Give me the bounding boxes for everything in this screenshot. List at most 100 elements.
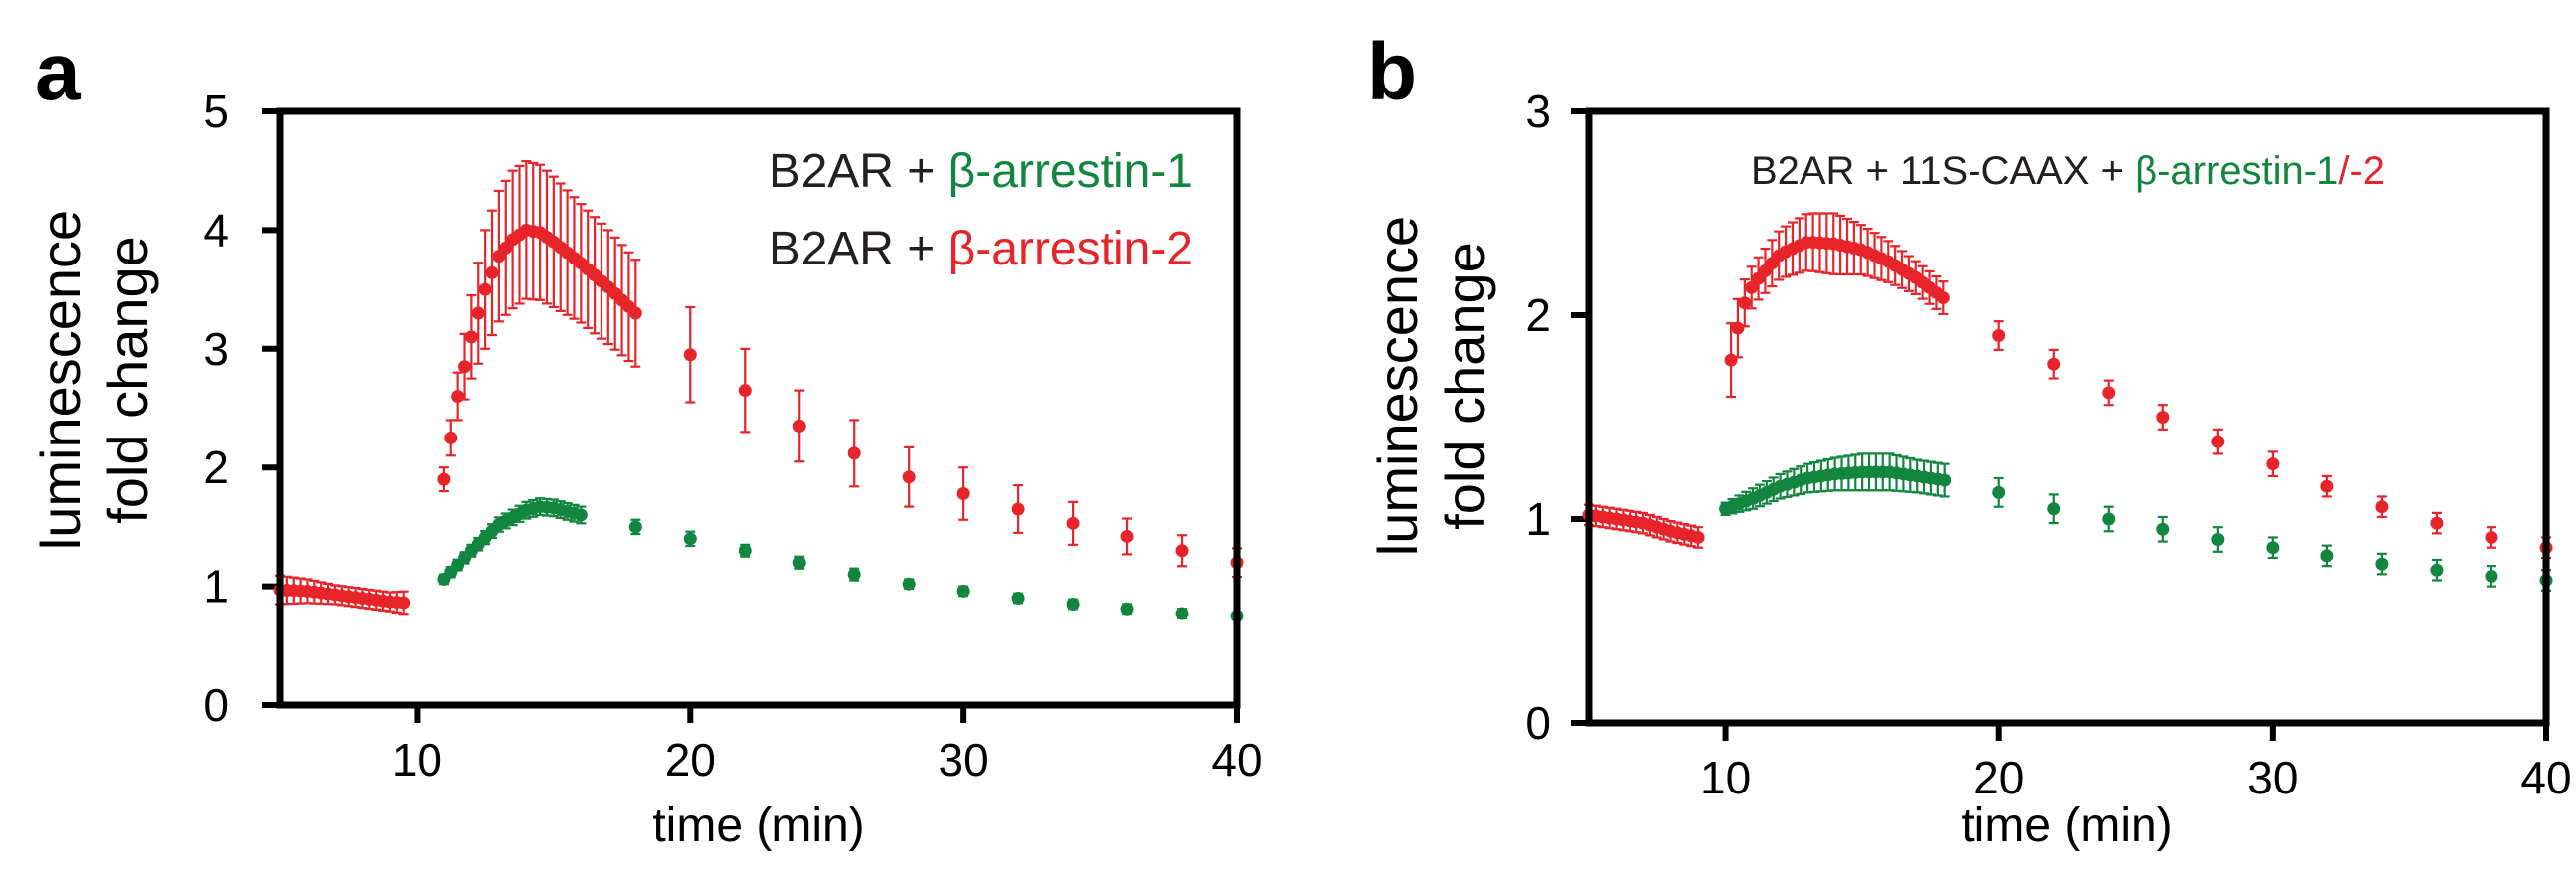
panel-b-ylabel: luminescence fold change: [1366, 216, 1496, 556]
data-point: [1724, 353, 1738, 367]
panel-a-ytick-label: 3: [203, 323, 229, 375]
panel-a-legend-line1-colored: β-arrestin-1: [948, 145, 1193, 198]
panel-b-ytick-label: 2: [1525, 289, 1551, 341]
panel-a-ytick-label: 1: [203, 561, 229, 613]
panel-a-legend-line2: B2AR + β-arrestin-2: [770, 223, 1193, 275]
panel-a-ytick-label: 0: [203, 679, 229, 731]
data-point: [1731, 321, 1745, 335]
data-point: [847, 568, 861, 582]
data-point: [1936, 291, 1950, 305]
panel-a-ytick-label: 4: [203, 204, 229, 256]
data-point: [1011, 502, 1025, 516]
panel-a-xtick-label: 30: [939, 734, 989, 786]
data-point: [1175, 607, 1189, 620]
data-point: [2156, 411, 2170, 424]
data-point: [2156, 522, 2170, 536]
data-point: [2266, 541, 2280, 555]
data-point: [397, 596, 411, 610]
data-point: [2102, 386, 2116, 400]
panel-b-plot: 0 1 2 3 10 20 30 40: [1525, 86, 2571, 803]
data-point: [2375, 500, 2389, 514]
data-point: [628, 306, 642, 320]
panel-a-frame: [276, 107, 1241, 709]
data-point: [458, 360, 472, 374]
panel-b-legend-prefix: B2AR + 11S-CAAX +: [1751, 149, 2135, 193]
data-point: [1738, 296, 1752, 310]
panel-a-xtick-label: 40: [1211, 734, 1262, 786]
panel-a: a luminescence fold change 0 1 2 3 4 5 10 20 30 4…: [29, 27, 1263, 852]
panel-b-series-red: [1582, 212, 2553, 560]
data-point: [792, 419, 806, 433]
data-point: [1992, 485, 2006, 499]
data-point: [2047, 357, 2061, 371]
data-point: [1992, 329, 2006, 342]
data-point: [2430, 516, 2444, 530]
panel-b-legend-green: β-arrestin-1: [2135, 149, 2338, 193]
panel-a-legend-line2-colored: β-arrestin-2: [948, 223, 1193, 275]
data-point: [902, 577, 916, 591]
panel-b-xtick-label: 30: [2247, 752, 2298, 803]
panel-a-xlabel: time (min): [652, 799, 864, 852]
data-point: [451, 390, 465, 404]
data-point: [471, 306, 485, 320]
panel-a-legend-line1: B2AR + β-arrestin-1: [770, 145, 1193, 198]
data-point: [2485, 530, 2498, 544]
data-point: [902, 470, 916, 484]
data-point: [2102, 512, 2116, 526]
data-point: [956, 486, 970, 500]
data-point: [2211, 435, 2225, 448]
data-point: [956, 584, 970, 598]
data-point: [1175, 544, 1189, 558]
data-point: [1066, 516, 1080, 530]
panel-a-ytick-label: 2: [203, 441, 229, 493]
data-point: [2320, 479, 2334, 493]
panel-b-legend: B2AR + 11S-CAAX + β-arrestin-1/-2: [1751, 149, 2385, 193]
data-point: [683, 348, 697, 362]
data-point: [1120, 529, 1134, 543]
panel-a-legend-line2-prefix: B2AR +: [770, 223, 948, 275]
panel-b-series-green: [1719, 452, 2553, 592]
data-point: [2430, 563, 2444, 577]
data-point: [2320, 549, 2334, 563]
panel-a-xtick-label: 20: [665, 734, 716, 786]
data-point: [628, 520, 642, 534]
data-point: [2375, 557, 2389, 571]
panel-a-xtick-label: 10: [392, 734, 442, 786]
data-point: [485, 265, 499, 279]
data-point: [2485, 569, 2498, 583]
panel-a-ylabel: luminescence fold change: [29, 210, 159, 550]
data-point: [847, 446, 861, 460]
panel-b-ytick-label: 0: [1525, 697, 1551, 749]
panel-a-ylabel-line1: luminescence: [29, 210, 91, 550]
data-point: [738, 384, 752, 398]
panel-b-ylabel-line1: luminescence: [1366, 216, 1429, 556]
data-point: [1011, 592, 1025, 606]
panel-a-plot: 0 1 2 3 4 5 10 20 30 40: [203, 86, 1262, 786]
panel-a-ytick-label: 5: [203, 86, 229, 137]
panel-a-legend-line1-prefix: B2AR +: [770, 145, 948, 198]
data-point: [2211, 533, 2225, 546]
panel-a-series-green: [437, 497, 1244, 622]
panel-a-letter: a: [35, 27, 82, 117]
panel-b-xlabel: time (min): [1961, 799, 2172, 852]
panel-b-ylabel-line2: fold change: [1434, 242, 1496, 530]
data-point: [574, 508, 588, 522]
data-point: [2266, 457, 2280, 471]
data-point: [1691, 530, 1705, 544]
data-point: [1066, 598, 1080, 612]
data-point: [2047, 502, 2061, 516]
data-point: [1745, 280, 1759, 294]
panel-b-letter: b: [1367, 27, 1417, 117]
panel-a-ylabel-line2: fold change: [96, 236, 159, 524]
data-point: [683, 532, 697, 546]
data-point: [464, 330, 478, 344]
panel-b-ytick-label: 1: [1525, 493, 1551, 545]
panel-b-xtick-label: 10: [1700, 752, 1751, 803]
panel-b-ytick-label: 3: [1525, 86, 1551, 137]
panel-b-xtick-label: 20: [1974, 752, 2024, 803]
panel-b-xtick-label: 40: [2520, 752, 2571, 803]
data-point: [738, 544, 752, 558]
data-point: [1120, 602, 1134, 616]
